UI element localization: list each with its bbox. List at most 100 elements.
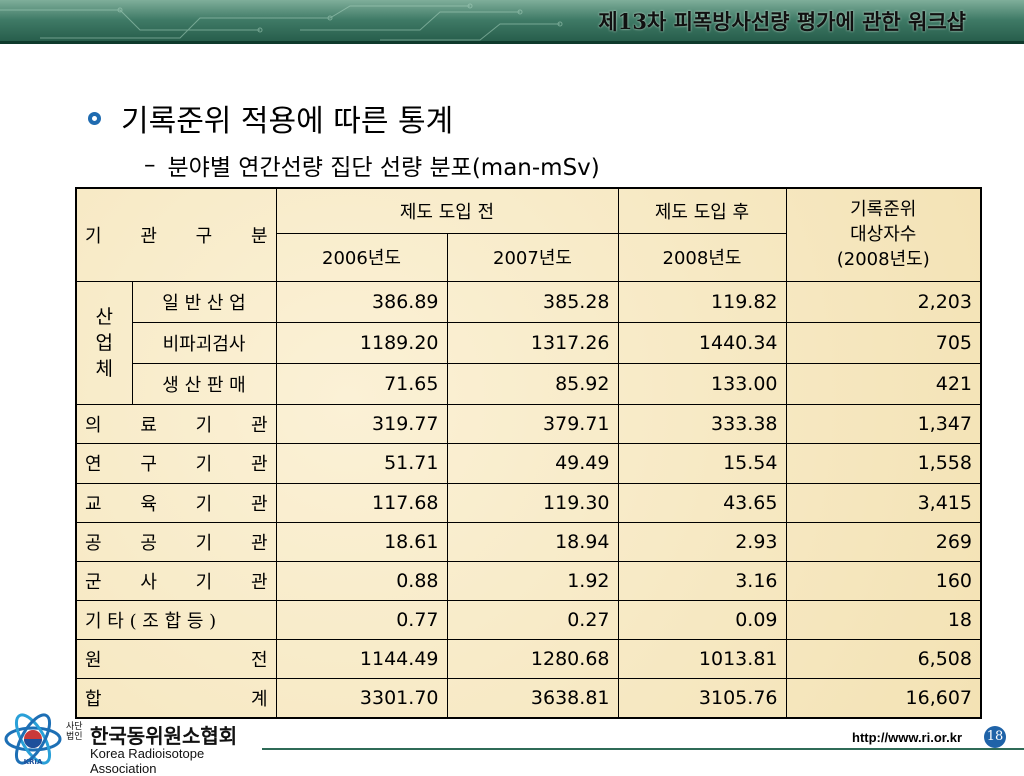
cell-2008: 2.93: [617, 521, 787, 562]
cell-2006: 1189.20: [275, 321, 448, 365]
cell-2007: 1.92: [446, 560, 619, 601]
atom-logo-icon: KRIA: [4, 713, 62, 766]
cell-2008: 0.09: [617, 599, 787, 641]
header-divider: [0, 41, 1024, 44]
cell-2006: 71.65: [275, 363, 448, 406]
cell-2006: 51.71: [275, 443, 448, 484]
row-label-char: 교: [85, 493, 102, 515]
cell-2007: 49.49: [446, 443, 619, 484]
row-label-char: 공: [85, 532, 102, 554]
cell-count: 1,558: [785, 443, 982, 484]
cell-count: 421: [785, 363, 982, 406]
row-label: 생 산 판 매: [131, 363, 277, 406]
cell-2008: 15.54: [617, 443, 787, 484]
row-label-char: 료: [140, 415, 157, 437]
row-label: 교 육 기 관: [75, 482, 277, 523]
row-label: 공 공 기 관: [75, 521, 277, 562]
row-label-char: 기: [195, 493, 213, 515]
industry-label-char: 업: [95, 332, 113, 355]
footer-url-link[interactable]: http://www.ri.or.kr: [852, 730, 963, 745]
row-label-char: 기: [195, 532, 213, 554]
table-row: 연 구 기 관 51.71 49.49 15.54 1,558: [75, 443, 982, 484]
cell-2006: 18.61: [275, 521, 448, 562]
row-label-char: 기: [195, 454, 213, 476]
cell-2008: 333.38: [617, 404, 787, 445]
cell-2008: 1440.34: [617, 321, 787, 365]
cell-2007: 0.27: [446, 599, 619, 641]
row-label-char: 원: [85, 650, 102, 672]
cell-2007: 119.30: [446, 482, 619, 523]
row-label-char: 구: [140, 454, 157, 476]
row-label: 군 사 기 관: [75, 560, 277, 601]
org-small-label: 사단법인: [66, 722, 83, 742]
table-row: 생 산 판 매 71.65 85.92 133.00 421: [76, 363, 982, 406]
row-label-char: 기: [195, 415, 213, 437]
table-row: 산 업 체 일 반 산 업 386.89 385.28 119.82 2,203: [75, 280, 982, 406]
cell-2007: 18.94: [446, 521, 619, 562]
main-bullet: 기록준위 적용에 따른 통계: [88, 96, 453, 140]
row-label-char: 의: [85, 415, 102, 437]
row-label-char: 군: [85, 571, 102, 593]
header-category-char: 구: [195, 225, 213, 247]
organization-logo: KRIA 사단법인 한국동위원소협회 Korea Radioisotope As…: [0, 706, 270, 776]
cell-2008: 133.00: [617, 363, 787, 406]
table-row: 공 공 기 관 18.61 18.94 2.93 269: [75, 521, 982, 562]
cell-count: 3,415: [785, 482, 982, 523]
row-label-char: 합: [85, 689, 102, 711]
cell-2008: 43.65: [617, 482, 787, 523]
cell-2007: 85.92: [446, 363, 619, 406]
row-label: 의 료 기 관: [75, 404, 277, 445]
bullet-circle-icon: [88, 111, 101, 125]
table-header-row-1: 기 관 구 분 제도 도입 전 제도 도입 후 기록준위 대상자수 (2008년…: [75, 187, 982, 282]
industry-label-char: 체: [95, 358, 113, 381]
header-category-char: 분: [250, 225, 268, 247]
row-label-char: 연: [85, 454, 102, 476]
row-label-char: 사: [140, 571, 157, 593]
header-2006: 2006년도: [275, 232, 448, 282]
table-row: 비파괴검사 1189.20 1317.26 1440.34 705: [76, 321, 982, 365]
row-label-char: 육: [140, 493, 157, 515]
header-target-line: 기록준위: [850, 199, 917, 221]
cell-2008: 119.82: [617, 280, 787, 323]
row-label-text: 기 타 ( 조 합 등 ): [85, 611, 217, 633]
row-label: 비파괴검사: [131, 321, 277, 365]
cell-count: 2,203: [785, 280, 982, 323]
table-row: 의 료 기 관 319.77 379.71 333.38 1,347: [75, 404, 982, 445]
sub-bullet-text: 분야별 연간선량 집단 선량 분포(man-mSv): [167, 155, 600, 181]
row-label: 원 전: [75, 639, 277, 680]
cell-2006: 1144.49: [275, 639, 448, 680]
cell-count: 18: [785, 599, 982, 641]
page-number-badge: 18: [984, 726, 1006, 748]
table-row: 교 육 기 관 117.68 119.30 43.65 3,415: [75, 482, 982, 523]
row-label: 기 타 ( 조 합 등 ): [75, 599, 277, 641]
footer-divider: [262, 748, 1024, 750]
cell-2006: 117.68: [275, 482, 448, 523]
header-target-count: 기록준위 대상자수 (2008년도): [785, 187, 982, 282]
table-row: 원 전 1144.49 1280.68 1013.81 6,508: [75, 639, 982, 680]
cell-2008: 1013.81: [617, 639, 787, 680]
main-bullet-text: 기록준위 적용에 따른 통계: [121, 104, 454, 139]
header-target-line: (2008년도): [836, 249, 930, 271]
cell-2008: 3105.76: [617, 678, 787, 719]
header-banner: 제13차 피폭방사선량 평가에 관한 워크샵: [0, 0, 1024, 44]
industry-group-label: 산 업 체: [75, 280, 133, 406]
row-label-char: 공: [140, 532, 157, 554]
cell-2007: 1280.68: [446, 639, 619, 680]
cell-count: 705: [785, 321, 982, 365]
row-label-char: 관: [250, 571, 268, 593]
industry-label-char: 산: [95, 306, 113, 329]
cell-2007: 3638.81: [446, 678, 619, 719]
cell-2006: 3301.70: [275, 678, 448, 719]
header-category-char: 기: [85, 225, 102, 247]
cell-2007: 385.28: [446, 280, 619, 323]
org-name-korean: 한국동위원소협회: [90, 724, 238, 748]
header-2008: 2008년도: [617, 232, 787, 282]
row-label: 일 반 산 업: [131, 280, 277, 323]
sub-bullet-dash: –: [144, 152, 156, 178]
dose-table-container: 기 관 구 분 제도 도입 전 제도 도입 후 기록준위 대상자수 (2008년…: [75, 187, 982, 719]
dose-table: 기 관 구 분 제도 도입 전 제도 도입 후 기록준위 대상자수 (2008년…: [75, 187, 982, 719]
row-label-char: 전: [250, 650, 268, 672]
cell-2008: 3.16: [617, 560, 787, 601]
cell-count: 269: [785, 521, 982, 562]
header-category-char: 관: [140, 225, 157, 247]
